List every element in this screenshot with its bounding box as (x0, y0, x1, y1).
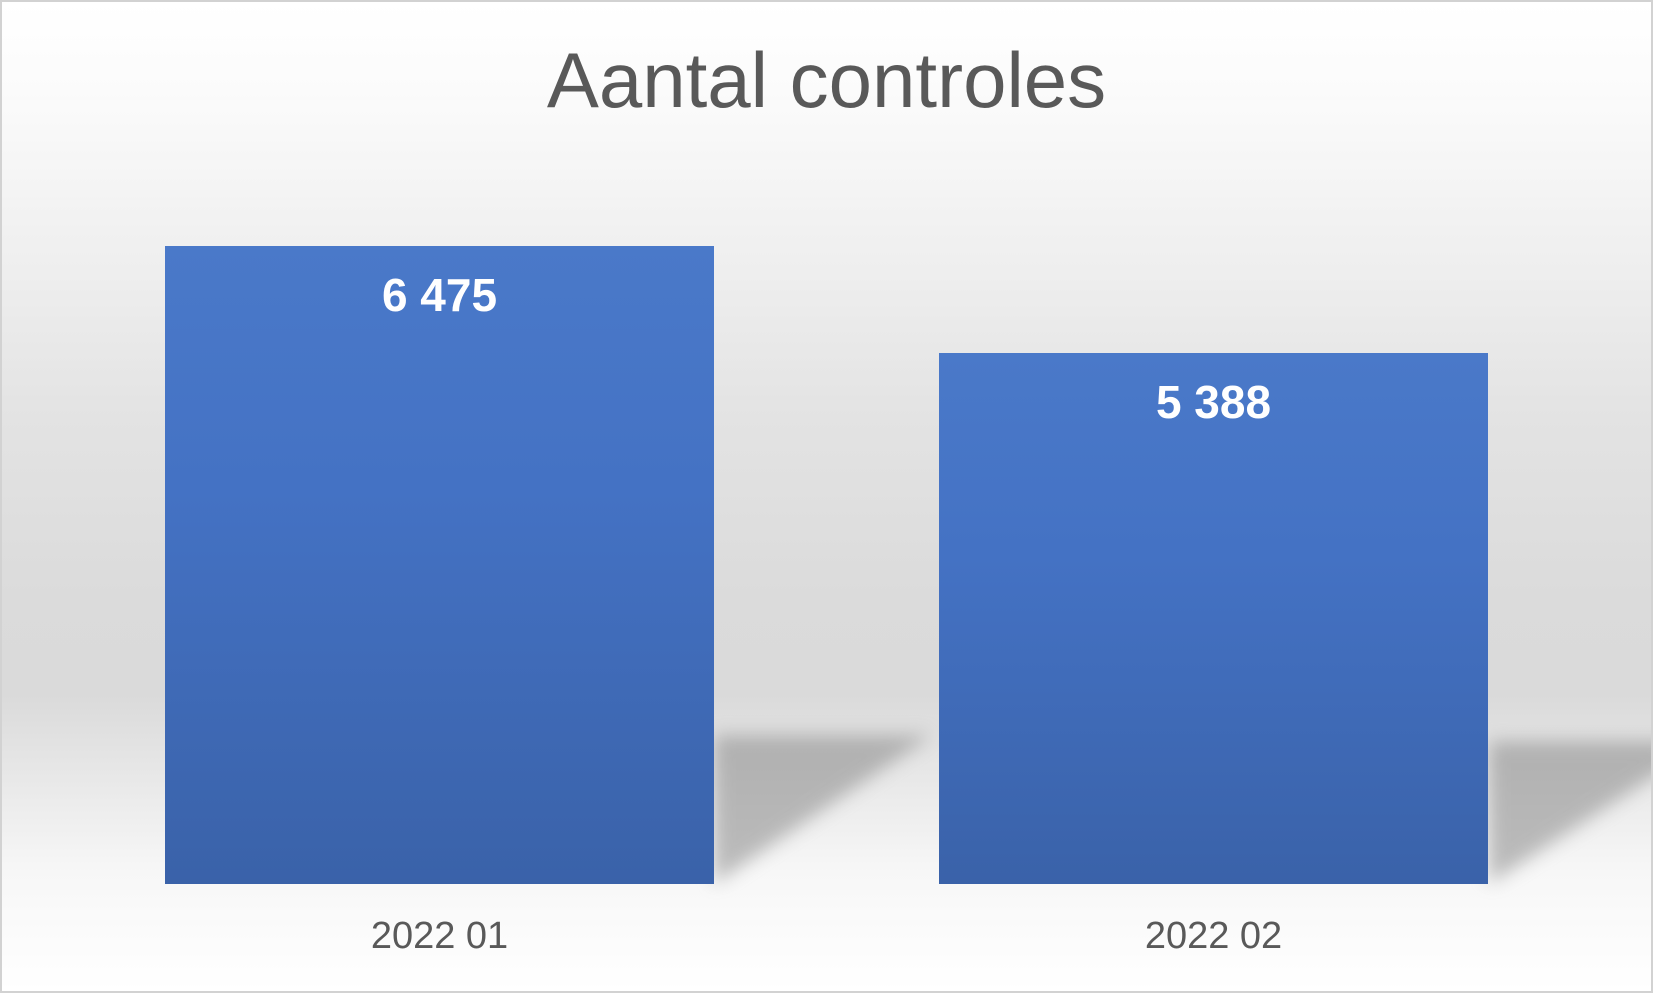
bar-value-label: 5 388 (1155, 376, 1272, 428)
bar-value-label: 6 475 (381, 269, 498, 321)
category-label-2022-01: 2022 01 (370, 915, 509, 957)
category-label-2022-02: 2022 02 (1144, 915, 1283, 957)
bar-2-shadow (1489, 741, 1651, 884)
bar-1-shadow (714, 735, 932, 884)
chart-title: Aantal controles (546, 36, 1107, 124)
bar-2022-02: 5 388 (939, 353, 1488, 884)
bar-2022-01: 6 475 (165, 246, 714, 884)
